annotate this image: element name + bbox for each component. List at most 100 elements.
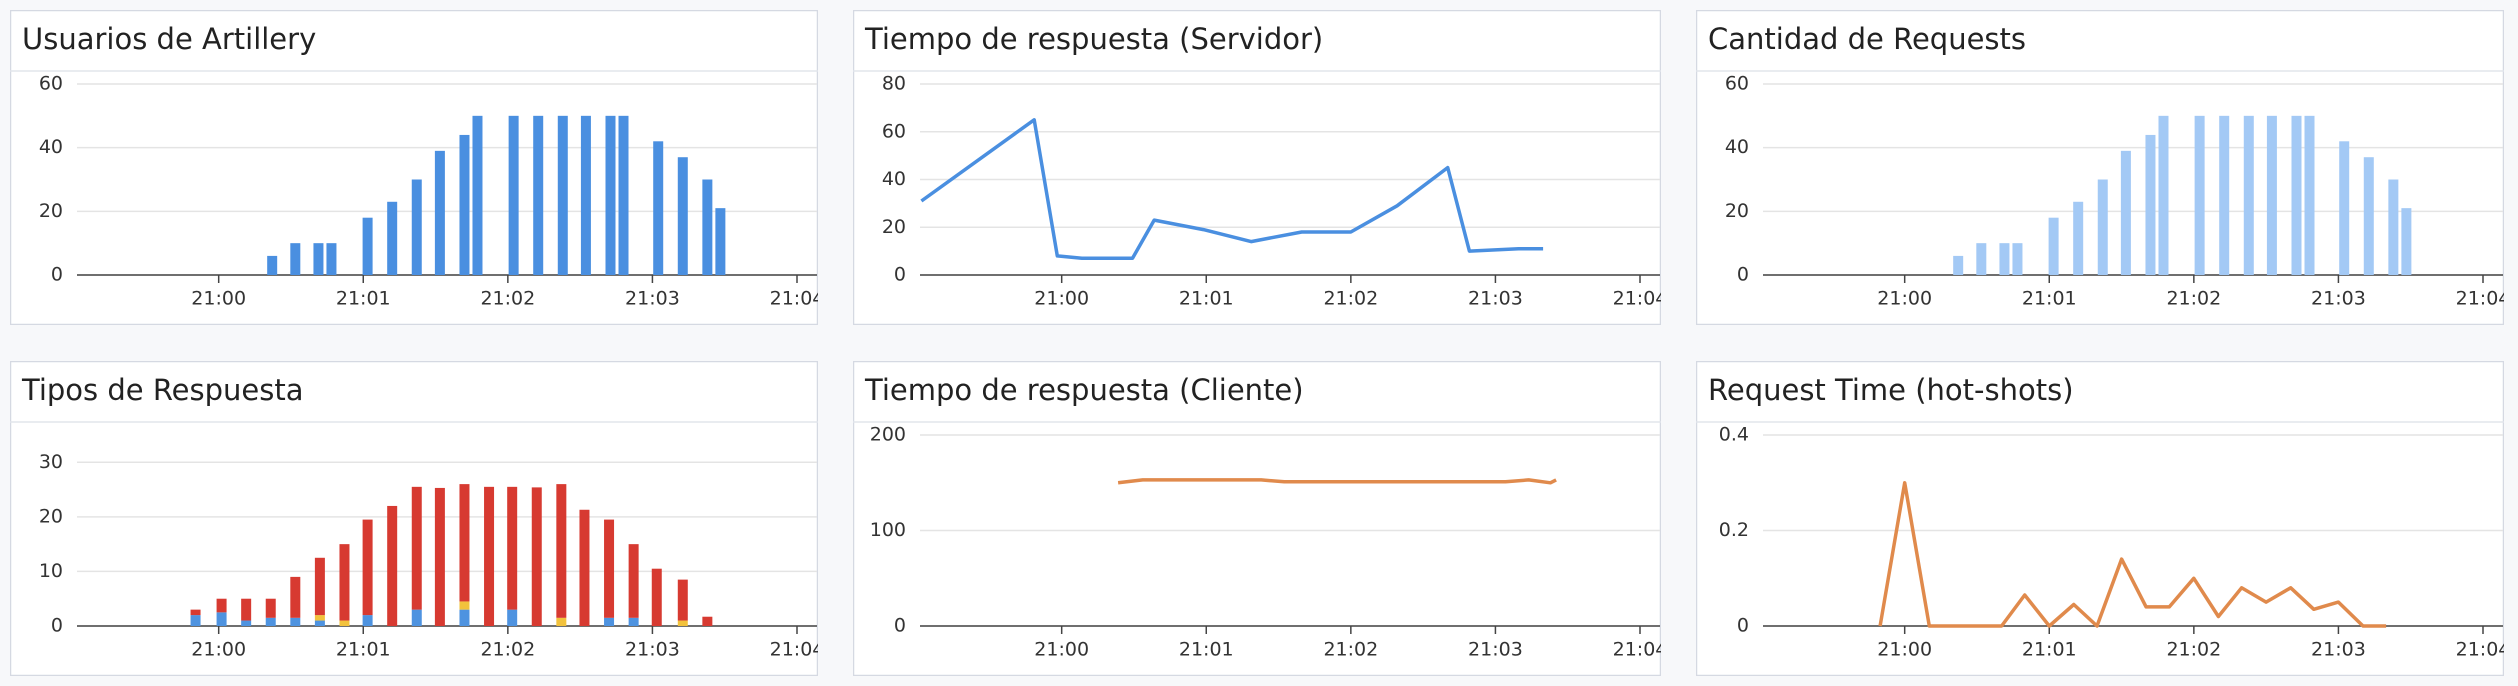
x-tick-label: 21:01 xyxy=(1179,288,1234,310)
bar-segment xyxy=(290,576,301,618)
panel-bg xyxy=(1696,361,2504,676)
bar xyxy=(618,115,629,275)
bar xyxy=(2401,208,2412,275)
x-tick-label: 21:00 xyxy=(191,288,246,310)
bar-segment xyxy=(339,620,350,626)
panel-title: Tiempo de respuesta (Servidor) xyxy=(864,22,1323,56)
bar xyxy=(459,134,470,275)
panel-title: Usuarios de Artillery xyxy=(22,22,316,56)
y-tick-label: 60 xyxy=(882,120,906,142)
line xyxy=(920,118,1544,261)
bar xyxy=(2145,134,2156,275)
x-tick-label: 21:03 xyxy=(625,288,680,310)
bar xyxy=(2073,201,2084,275)
line xyxy=(1117,478,1557,485)
x-tick-label: 21:01 xyxy=(336,288,391,310)
bar xyxy=(267,255,278,275)
y-tick-label: 0 xyxy=(894,264,906,286)
bar xyxy=(677,157,688,275)
bar xyxy=(326,243,337,275)
bar xyxy=(290,243,301,275)
y-tick-label: 10 xyxy=(39,560,63,582)
bar xyxy=(2388,179,2399,275)
y-tick-label: 20 xyxy=(39,505,63,527)
x-tick-label: 21:04 xyxy=(2456,639,2511,661)
bar-segment xyxy=(265,617,276,626)
y-tick-label: 20 xyxy=(882,216,906,238)
bar xyxy=(2012,243,2023,275)
y-tick-label: 0.4 xyxy=(1719,424,1749,446)
bar-segment xyxy=(314,615,325,621)
x-tick-label: 21:01 xyxy=(336,639,391,661)
bar-segment xyxy=(241,598,252,621)
bar-segment xyxy=(314,620,325,626)
bar-segment xyxy=(531,487,542,626)
x-tick-label: 21:04 xyxy=(770,639,825,661)
bar xyxy=(715,208,726,275)
panel-title: Cantidad de Requests xyxy=(1708,22,2026,56)
bar-segment xyxy=(265,598,276,618)
y-tick-label: 80 xyxy=(882,73,906,95)
y-tick-label: 60 xyxy=(1725,73,1749,95)
panel-bg xyxy=(853,361,1661,676)
bar-segment xyxy=(459,601,470,610)
bar-segment xyxy=(556,484,567,618)
panel: Tiempo de respuesta (Servidor) 0 20 40 60 80 2… xyxy=(853,10,1661,325)
bar-segment xyxy=(216,598,227,613)
y-tick-label: 0 xyxy=(51,615,63,637)
x-tick-label: 21:00 xyxy=(1034,288,1089,310)
bar-segment xyxy=(387,505,398,626)
bar-segment xyxy=(411,486,422,610)
bar-segment xyxy=(190,609,201,616)
bar-segment xyxy=(579,509,590,626)
bar-segment xyxy=(604,519,615,618)
x-tick-label: 21:02 xyxy=(2166,639,2221,661)
bar xyxy=(533,115,544,275)
bar xyxy=(580,115,591,275)
x-tick-label: 21:00 xyxy=(1034,639,1089,661)
y-tick-label: 40 xyxy=(39,136,63,158)
y-tick-label: 0 xyxy=(51,264,63,286)
bar xyxy=(2120,150,2131,275)
bar xyxy=(605,115,616,275)
bar xyxy=(2304,115,2315,275)
y-tick-label: 20 xyxy=(39,200,63,222)
x-tick-label: 21:02 xyxy=(2166,288,2221,310)
bar xyxy=(2048,217,2059,275)
bar xyxy=(2243,115,2254,275)
bar-segment xyxy=(362,615,373,626)
panel-title: Tiempo de respuesta (Cliente) xyxy=(864,373,1304,407)
panel: Usuarios de Artillery 0 20 40 60 21:00 21:01 21… xyxy=(10,10,825,325)
bar-segment xyxy=(507,486,518,610)
bar-segment xyxy=(241,620,252,626)
bar-segment xyxy=(628,617,639,626)
y-tick-label: 20 xyxy=(1725,200,1749,222)
line xyxy=(1878,481,2387,628)
x-tick-label: 21:02 xyxy=(480,288,535,310)
bar xyxy=(702,179,713,275)
y-tick-label: 100 xyxy=(870,519,906,541)
panel: Tipos de Respuesta 0 10 20 30 21:00 21:01 21:02… xyxy=(10,361,825,676)
bar-segment xyxy=(651,568,662,626)
bar xyxy=(1999,243,2010,275)
bar xyxy=(2339,141,2350,275)
bar xyxy=(1976,243,1987,275)
x-tick-label: 21:00 xyxy=(1877,288,1932,310)
bar xyxy=(1953,255,1964,275)
y-tick-label: 40 xyxy=(1725,136,1749,158)
bar-segment xyxy=(362,519,373,616)
x-tick-label: 21:04 xyxy=(2456,288,2511,310)
y-tick-label: 200 xyxy=(870,424,906,446)
x-tick-label: 21:01 xyxy=(1179,639,1234,661)
panel-bg xyxy=(10,10,818,325)
bar-segment xyxy=(459,484,470,602)
x-tick-label: 21:03 xyxy=(1468,288,1523,310)
y-tick-label: 0 xyxy=(894,615,906,637)
bar-segment xyxy=(459,609,470,626)
bar-segment xyxy=(484,486,495,626)
panel: Request Time (hot-shots) 0 0.2 0.4 21:00 21:0… xyxy=(1696,361,2511,676)
bar xyxy=(2158,115,2169,275)
x-tick-label: 21:02 xyxy=(480,639,535,661)
x-tick-label: 21:01 xyxy=(2022,639,2077,661)
x-tick-label: 21:04 xyxy=(770,288,825,310)
